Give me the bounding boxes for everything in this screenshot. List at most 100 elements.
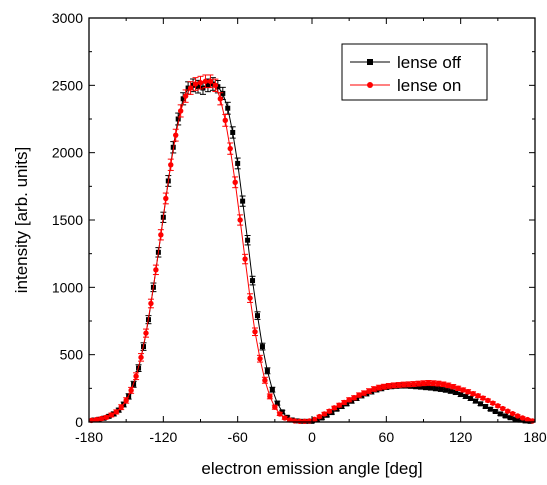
y-tick-label: 2000 xyxy=(52,145,83,161)
data-point xyxy=(250,278,256,284)
data-point xyxy=(430,380,437,386)
data-point xyxy=(222,117,228,124)
x-tick-label: -180 xyxy=(75,429,103,445)
x-tick-label: 0 xyxy=(308,429,316,445)
y-tick-label: 2500 xyxy=(52,77,83,93)
data-point xyxy=(311,416,318,423)
data-point xyxy=(458,391,464,397)
data-point xyxy=(182,93,189,99)
data-point xyxy=(366,388,372,394)
data-point xyxy=(138,354,144,361)
series-lense-off xyxy=(90,77,534,424)
data-point xyxy=(346,397,352,403)
data-point xyxy=(475,393,481,399)
series-lense-on xyxy=(88,74,536,425)
x-tick-label: 60 xyxy=(379,429,395,445)
data-point xyxy=(128,387,134,394)
data-point xyxy=(361,390,367,396)
data-point xyxy=(227,145,233,152)
data-point xyxy=(341,399,347,406)
legend-marker-lense-off xyxy=(367,59,373,65)
data-point xyxy=(450,384,456,390)
data-point xyxy=(316,413,323,420)
data-point xyxy=(514,413,521,419)
data-point xyxy=(225,105,231,111)
data-point xyxy=(351,395,357,401)
data-point xyxy=(262,377,268,383)
data-point xyxy=(240,198,246,204)
data-point xyxy=(495,403,501,409)
data-point xyxy=(326,408,333,414)
data-point xyxy=(405,381,412,387)
y-axis-title: intensity [arb. units] xyxy=(12,147,31,293)
data-point xyxy=(175,116,181,122)
data-point xyxy=(173,132,179,138)
data-point xyxy=(410,381,417,387)
data-point xyxy=(505,408,511,414)
data-point xyxy=(396,382,402,388)
data-point xyxy=(321,411,328,417)
y-tick-label: 0 xyxy=(75,414,83,430)
data-point xyxy=(98,415,105,422)
data-point xyxy=(470,391,476,397)
data-point xyxy=(267,393,273,400)
data-point xyxy=(349,398,355,404)
data-point xyxy=(232,179,238,185)
data-point xyxy=(331,405,337,411)
y-tick-label: 500 xyxy=(60,347,84,363)
data-point xyxy=(217,96,224,102)
tick-layer: -180 -120 -60 0 60 120 180 0 500 1000 1500 2000 2500… xyxy=(52,10,547,445)
legend-marker-lense-on xyxy=(367,82,373,88)
data-point xyxy=(148,300,154,307)
data-point xyxy=(257,356,263,362)
data-point xyxy=(158,232,164,238)
x-axis-title: electron emission angle [deg] xyxy=(201,459,422,478)
x-tick-label: 180 xyxy=(523,429,547,445)
data-point xyxy=(215,84,221,90)
data-point xyxy=(455,385,461,392)
data-point xyxy=(512,416,518,422)
data-point xyxy=(259,344,265,350)
data-point xyxy=(220,90,226,96)
data-point xyxy=(415,380,422,387)
data-point xyxy=(197,79,204,86)
data-point xyxy=(247,295,253,301)
data-point xyxy=(235,160,241,166)
data-point xyxy=(277,411,283,417)
data-point xyxy=(252,329,258,335)
data-point xyxy=(428,385,434,391)
data-point xyxy=(264,368,270,374)
data-point xyxy=(344,401,350,407)
data-point xyxy=(376,384,382,391)
data-point xyxy=(386,383,392,389)
data-point xyxy=(296,418,303,425)
data-point xyxy=(524,416,531,423)
data-point xyxy=(423,384,429,390)
data-point xyxy=(180,96,186,102)
data-point xyxy=(274,400,280,406)
data-point xyxy=(123,397,129,404)
data-point xyxy=(477,401,483,407)
data-point xyxy=(403,383,409,389)
data-point xyxy=(168,162,174,168)
data-point xyxy=(480,395,486,401)
data-point xyxy=(468,395,474,401)
legend-label-lense-off: lense off xyxy=(397,53,461,72)
data-point xyxy=(465,389,471,395)
legend-label-lense-on: lense on xyxy=(397,76,461,95)
data-point xyxy=(408,383,414,389)
x-tick-label: -60 xyxy=(228,429,248,445)
data-point xyxy=(254,313,260,319)
data-point xyxy=(502,413,508,419)
data-point xyxy=(443,387,449,393)
data-point xyxy=(510,410,516,417)
data-point xyxy=(425,380,432,386)
data-point xyxy=(391,382,397,389)
data-point xyxy=(163,195,169,202)
data-point xyxy=(519,415,526,421)
data-point xyxy=(187,85,194,91)
data-point xyxy=(440,381,447,387)
data-point xyxy=(190,82,196,88)
data-point xyxy=(336,402,342,408)
data-point xyxy=(103,414,110,420)
